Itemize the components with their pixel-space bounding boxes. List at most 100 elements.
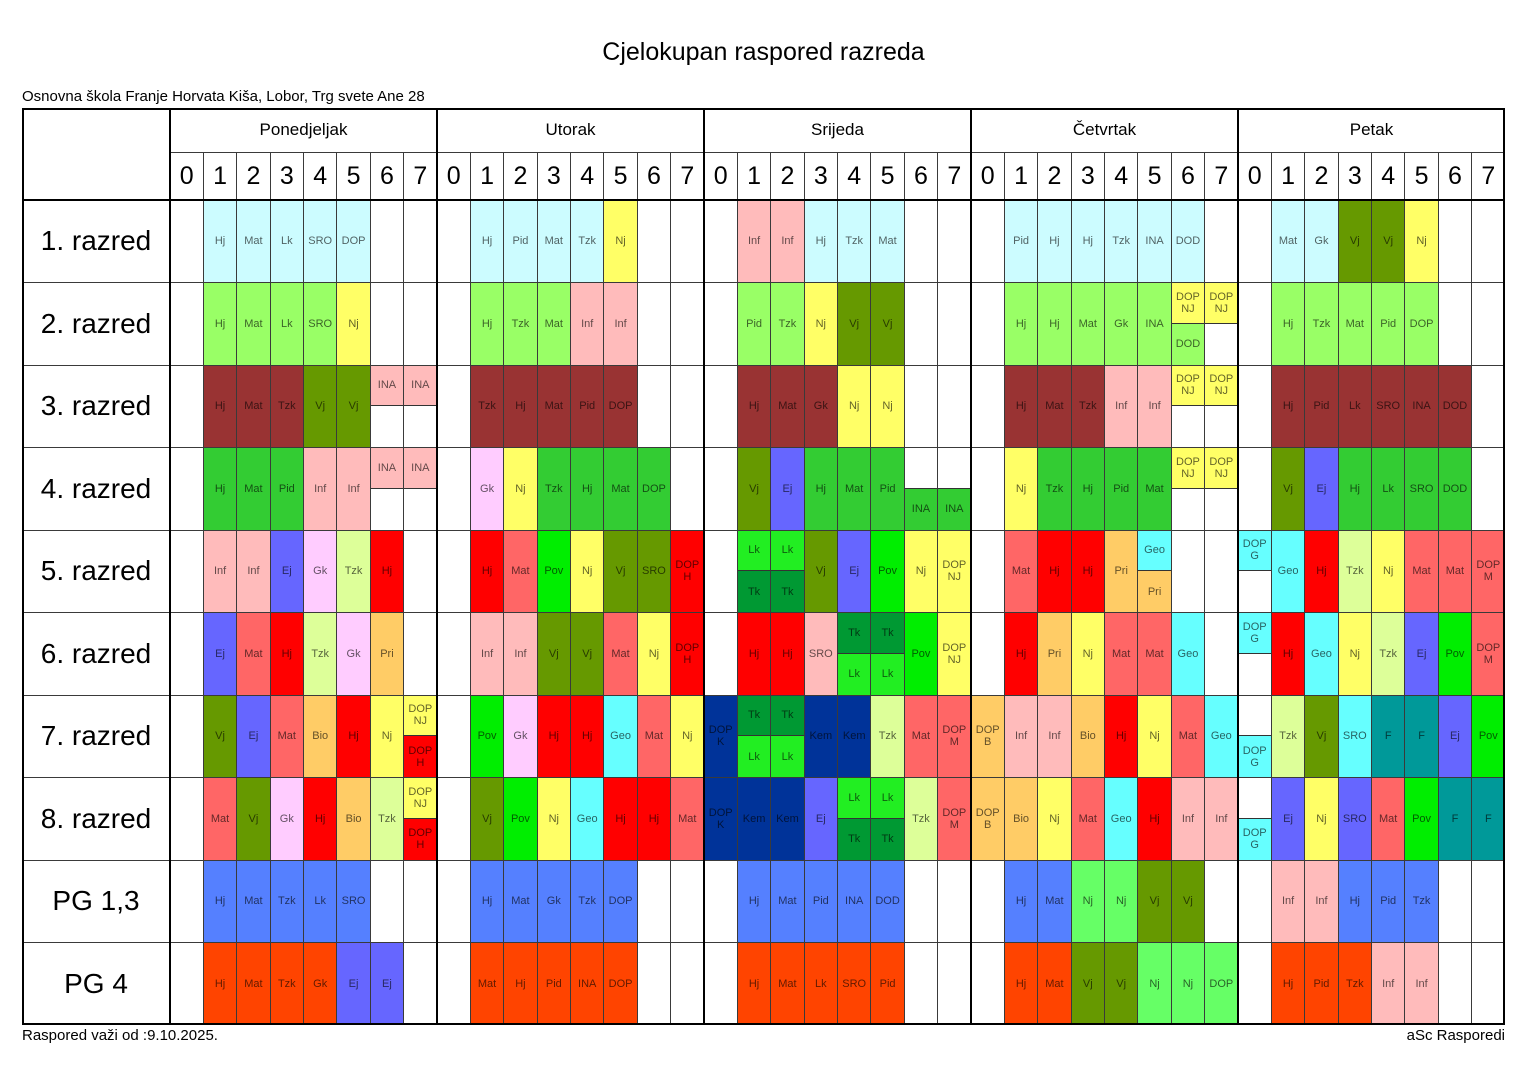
lesson-cell: Nj (804, 282, 838, 365)
lesson-cell-top: INA (370, 365, 404, 407)
lesson-cell: Nj (1404, 200, 1439, 283)
lesson-cell: INA (1137, 200, 1172, 283)
period-number: 3 (1080, 161, 1095, 190)
lesson-cell: Inf (770, 200, 805, 283)
lesson-cell: Kem (770, 777, 805, 860)
empty-half-cell (403, 488, 437, 530)
lesson-cell-bottom: INA (937, 488, 971, 530)
grid-line (503, 152, 505, 1025)
lesson-cell: INA (570, 942, 604, 1025)
period-number: 7 (680, 161, 695, 190)
lesson-cell: DOP M (1471, 612, 1505, 695)
lesson-cell: Nj (670, 695, 704, 778)
period-number: 1 (213, 161, 228, 190)
lesson-cell: Hj (537, 695, 571, 778)
lesson-cell: DOP (637, 447, 671, 530)
lesson-cell: Pov (904, 612, 938, 695)
lesson-cell: Tzk (1104, 200, 1138, 283)
lesson-cell: DOP (1204, 942, 1238, 1025)
lesson-cell: SRO (303, 200, 337, 283)
lesson-cell: Tzk (303, 612, 337, 695)
lesson-cell: Pid (737, 282, 771, 365)
lesson-cell: Pov (1438, 612, 1472, 695)
day-header: Srijeda (811, 120, 864, 139)
lesson-cell: SRO (804, 612, 838, 695)
lesson-cell: Vj (570, 612, 604, 695)
lesson-cell: DOP B (971, 777, 1005, 860)
lesson-cell-top: DOP NJ (1204, 365, 1238, 407)
lesson-cell: Hj (203, 200, 237, 283)
lesson-cell-bottom: DOP G (1238, 818, 1272, 860)
lesson-cell: Ej (1304, 447, 1339, 530)
lesson-cell: Tzk (770, 282, 805, 365)
lesson-cell: Mat (537, 365, 571, 448)
lesson-cell: Inf (1371, 942, 1405, 1025)
lesson-cell: Vj (804, 530, 838, 613)
lesson-cell: Mat (1037, 942, 1072, 1025)
lesson-cell: Hj (1037, 530, 1072, 613)
lesson-cell-top: DOP NJ (1171, 447, 1205, 489)
lesson-cell: Nj (503, 447, 538, 530)
lesson-cell: F (1371, 695, 1405, 778)
lesson-cell: Vj (603, 530, 638, 613)
grid-line (1204, 152, 1206, 1025)
lesson-cell: DOP NJ (937, 612, 971, 695)
lesson-cell: Mat (837, 447, 871, 530)
period-number: 5 (1147, 161, 1162, 190)
class-label: PG 1,3 (52, 885, 140, 917)
lesson-cell-top: DOP G (1238, 530, 1272, 572)
lesson-cell: DOD (1171, 200, 1205, 283)
lesson-cell-top: DOP G (1238, 612, 1272, 654)
lesson-cell: Mat (603, 612, 638, 695)
lesson-cell: Mat (1404, 530, 1439, 613)
lesson-cell: Vj (1137, 860, 1172, 943)
class-label: PG 4 (64, 967, 128, 999)
lesson-cell-top: DOP NJ (1204, 282, 1238, 324)
lesson-cell: Hj (1137, 777, 1172, 860)
lesson-cell: Inf (203, 530, 237, 613)
lesson-cell: Mat (1104, 612, 1138, 695)
grid-line (236, 152, 238, 1025)
empty-half-cell (370, 406, 404, 448)
lesson-cell: Pid (503, 200, 538, 283)
lesson-cell: DOD (870, 860, 905, 943)
grid-line-thick (169, 108, 171, 1025)
lesson-cell: Mat (236, 942, 271, 1025)
lesson-cell: Nj (336, 282, 371, 365)
lesson-cell: Hj (270, 612, 304, 695)
lesson-cell: Geo (1104, 777, 1138, 860)
lesson-cell: Gk (270, 777, 304, 860)
lesson-cell: Vj (1071, 942, 1105, 1025)
class-label: 6. razred (40, 637, 152, 669)
lesson-cell: Pid (1304, 942, 1339, 1025)
lesson-cell: Mat (637, 695, 671, 778)
lesson-cell: Tzk (870, 695, 905, 778)
lesson-cell: Kem (804, 695, 838, 778)
lesson-cell: Inf (336, 447, 371, 530)
class-label: 2. razred (40, 307, 152, 339)
lesson-cell: SRO (637, 530, 671, 613)
lesson-cell: Hj (1071, 447, 1105, 530)
lesson-cell: Hj (503, 365, 538, 448)
lesson-cell: SRO (1338, 695, 1372, 778)
lesson-cell: Mat (870, 200, 905, 283)
lesson-cell: Hj (1037, 200, 1072, 283)
lesson-cell: DOP M (937, 777, 971, 860)
period-number: 4 (847, 161, 862, 190)
lesson-cell: Pov (870, 530, 905, 613)
lesson-cell: Mat (1438, 530, 1472, 613)
period-number: 0 (179, 161, 194, 190)
lesson-cell: Ej (203, 612, 237, 695)
class-label: 5. razred (40, 555, 152, 587)
lesson-cell: Nj (1137, 695, 1172, 778)
period-number: 1 (1014, 161, 1029, 190)
lesson-cell: Mat (1271, 200, 1305, 283)
lesson-cell: Pov (470, 695, 504, 778)
lesson-cell: Hj (203, 282, 237, 365)
grid-line (937, 152, 939, 1025)
period-number: 0 (713, 161, 728, 190)
lesson-cell: Hj (804, 447, 838, 530)
grid-line (1037, 152, 1039, 1025)
lesson-cell: Hj (1271, 942, 1305, 1025)
grid-line (22, 447, 1505, 448)
